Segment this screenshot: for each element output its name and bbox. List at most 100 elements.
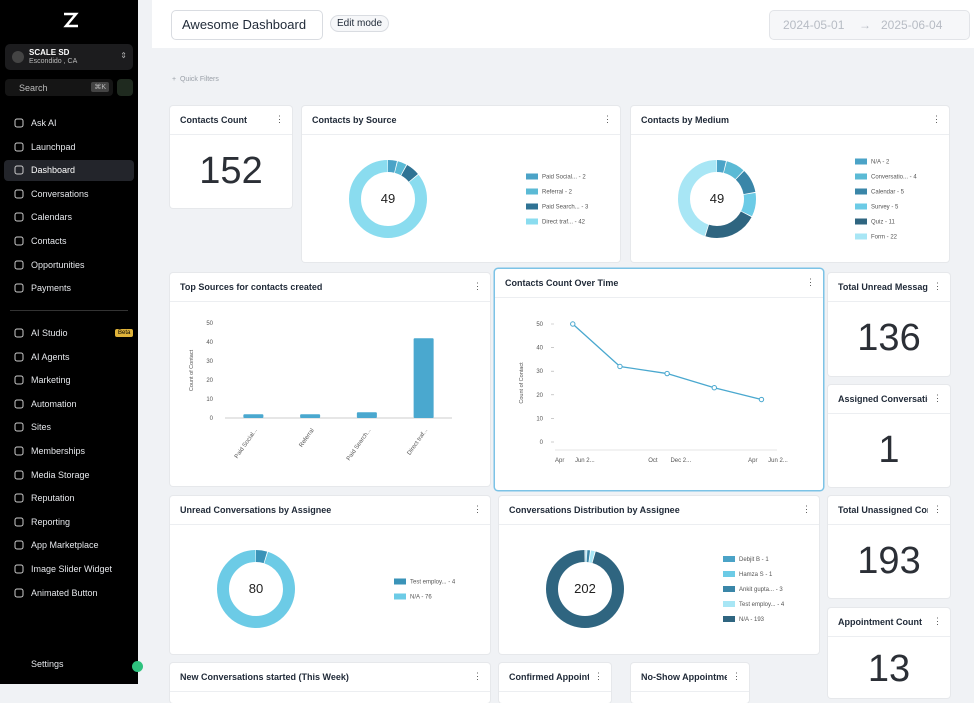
widget-menu[interactable]: ⋮ — [932, 114, 941, 124]
nav-item[interactable]: Automation — [4, 394, 134, 415]
icon-shape — [14, 260, 24, 270]
nav-icon — [14, 283, 24, 293]
legend-swatch — [723, 556, 735, 562]
icon-shape — [14, 165, 24, 175]
widget-title: Confirmed Appointme — [509, 672, 589, 682]
x-tick-label: Oct — [648, 458, 658, 464]
y-tick-label: 50 — [536, 322, 543, 328]
widget-menu[interactable]: ⋮ — [275, 114, 284, 124]
legend-swatch — [723, 601, 735, 607]
nav-icon — [14, 422, 24, 432]
bar — [413, 338, 434, 418]
beta-badge: Beta — [115, 329, 134, 337]
y-axis-label: Count of Contact — [189, 349, 195, 391]
nav-icon — [14, 165, 24, 175]
edit-mode[interactable]: Edit mode — [330, 15, 390, 32]
divider — [828, 636, 950, 637]
nav-label: Reporting — [31, 516, 71, 527]
account-switcher[interactable]: SCALE SD Escondido , CA ⇕ — [5, 44, 133, 70]
legend-label: Conversatio... - 4 — [871, 175, 917, 181]
widget-card: Unread Conversations by Assignee ⋮ 80 Test … — [170, 496, 490, 654]
legend-swatch — [526, 188, 538, 195]
widget-menu[interactable]: ⋮ — [594, 671, 603, 681]
chart: 202 Debjit B - 1 Hamza S - 1 Ankit gupta...… — [546, 550, 785, 628]
nav-item[interactable]: Payments — [4, 278, 134, 299]
widget-title: Total Unassigned Conv — [838, 505, 928, 515]
nav-icon — [14, 493, 24, 503]
chart: 49 N/A - 2 Conversatio... - 4 Calendar - 5 S… — [678, 158, 917, 241]
settings[interactable]: Settings — [4, 654, 134, 675]
icon-shape — [14, 540, 24, 550]
y-tick-label: 30 — [206, 359, 213, 365]
nav-item[interactable]: AI Studio — [4, 323, 134, 344]
divider — [170, 301, 490, 302]
nav-item[interactable]: Image Slider Widget — [4, 559, 134, 580]
widget-title: Contacts by Medium — [641, 115, 730, 125]
legend-label: Debjit B - 1 — [739, 557, 769, 563]
sidebar: SCALE SD Escondido , CA ⇕ Search ⌘K Beta… — [0, 0, 143, 684]
icon-shape — [14, 446, 24, 456]
y-axis-label: Count of Contact — [519, 362, 525, 404]
nav-label: Conversations — [31, 188, 89, 199]
nav-item[interactable]: Conversations — [4, 184, 134, 205]
nav-icon — [14, 588, 24, 598]
x-tick-label: Apr — [748, 458, 757, 464]
nav-item[interactable]: Marketing — [4, 370, 134, 391]
divider — [631, 691, 749, 692]
legend-label: Paid Search... - 3 — [542, 205, 589, 211]
legend-swatch — [855, 188, 867, 195]
widget-menu[interactable]: ⋮ — [732, 671, 741, 681]
widget-card: Confirmed Appointme ⋮ — [499, 663, 611, 703]
quick-filters[interactable]: + Quick Filters — [172, 76, 219, 83]
nav-label: AI Studio — [31, 328, 68, 338]
bar — [300, 414, 321, 418]
widget-menu[interactable]: ⋮ — [933, 504, 942, 514]
icon-shape — [14, 189, 24, 199]
stat-value: 152 — [199, 150, 263, 192]
widget-title: Top Sources for contacts created — [180, 282, 323, 292]
widget-menu[interactable]: ⋮ — [802, 504, 811, 514]
donut-slice — [217, 550, 295, 628]
nav-item[interactable]: Launchpad — [4, 137, 134, 158]
widget-menu[interactable]: ⋮ — [806, 277, 815, 287]
widget-menu[interactable]: ⋮ — [933, 616, 942, 626]
widget-title: Total Unread Message — [838, 282, 928, 292]
widget-menu[interactable]: ⋮ — [603, 114, 612, 124]
nav-item[interactable]: Contacts — [4, 231, 134, 252]
nav-item[interactable]: Reporting — [4, 512, 134, 533]
date-range[interactable]: 2024-05-01 → 2025-06-04 — [769, 10, 970, 40]
nav-item[interactable]: AI Agents — [4, 347, 134, 368]
widget-menu[interactable]: ⋮ — [933, 281, 942, 291]
x-tick-label: Apr — [555, 458, 564, 464]
nav-item[interactable]: Calendars — [4, 207, 134, 228]
nav-item[interactable]: Memberships — [4, 441, 134, 462]
widget-menu[interactable]: ⋮ — [933, 393, 942, 403]
line-point — [570, 321, 576, 327]
donut-slice — [349, 160, 427, 238]
nav-item[interactable]: Reputation — [4, 488, 134, 509]
quick-action[interactable] — [117, 79, 133, 96]
nav-item[interactable]: App Marketplace — [4, 535, 134, 556]
x-tick-label: Paid Search... — [346, 427, 373, 462]
nav-item[interactable]: Dashboard — [4, 160, 134, 182]
widget-menu[interactable]: ⋮ — [473, 504, 482, 514]
icon-shape — [14, 328, 24, 338]
nav-item[interactable]: Ask AI — [4, 113, 134, 134]
legend-swatch — [526, 203, 538, 210]
widget-title: Contacts by Source — [312, 115, 397, 125]
dashboard-title[interactable]: Awesome Dashboard — [171, 10, 323, 40]
legend-label: N/A - 76 — [410, 595, 432, 601]
x-tick-label: Jun 2... — [768, 458, 788, 464]
line-point — [758, 396, 765, 403]
legend-label: N/A - 2 — [871, 160, 890, 166]
donut-total: 49 — [710, 191, 724, 206]
search[interactable]: Search ⌘K — [5, 79, 113, 96]
divider — [828, 524, 950, 525]
divider — [170, 691, 490, 692]
nav-item[interactable]: Sites — [4, 417, 134, 438]
widget-menu[interactable]: ⋮ — [473, 281, 482, 291]
nav-item[interactable]: Opportunities — [4, 255, 134, 276]
widget-menu[interactable]: ⋮ — [473, 671, 482, 681]
nav-item[interactable]: Animated Button — [4, 583, 134, 604]
nav-item[interactable]: Media Storage — [4, 465, 134, 486]
